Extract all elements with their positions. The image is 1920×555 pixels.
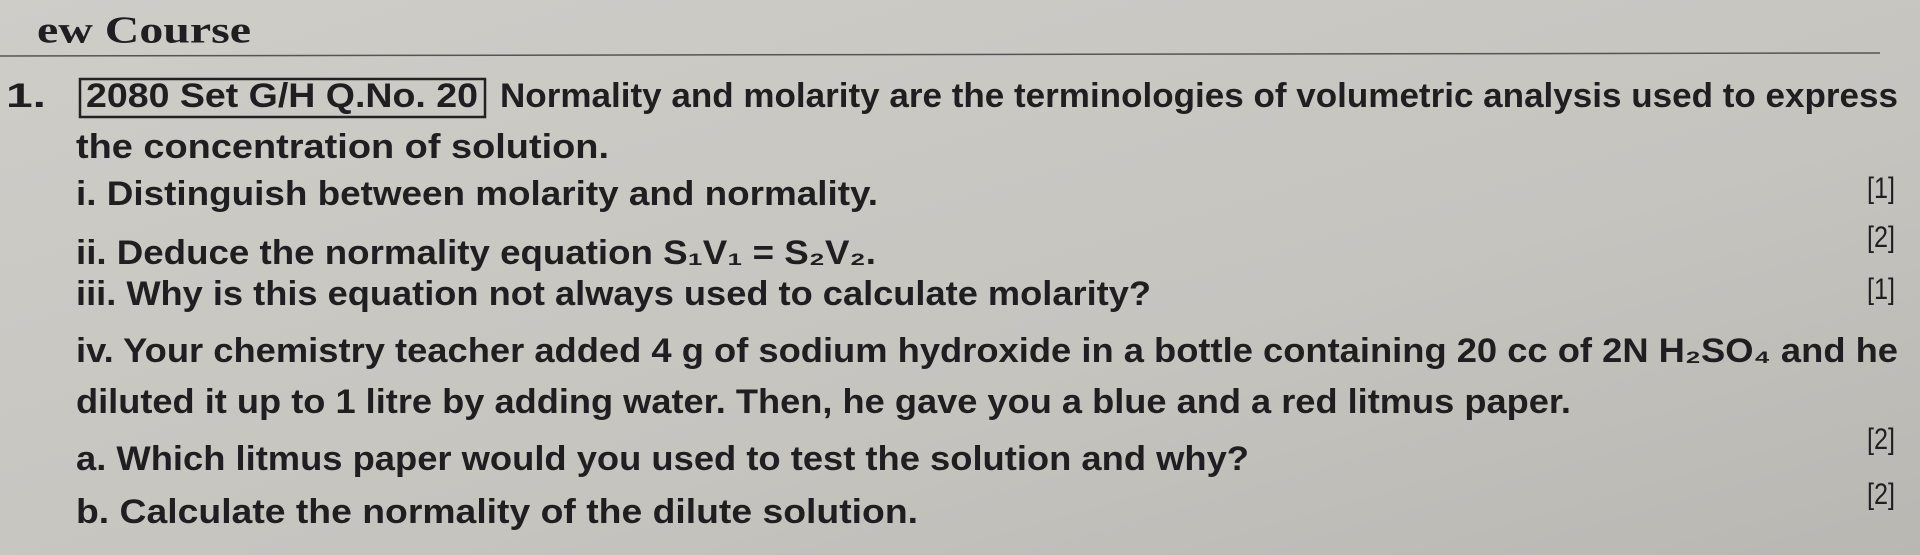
part-line: iv. Your chemistry teacher added 4 g of … (76, 332, 1898, 370)
question-number: 1. (6, 77, 46, 115)
part-line: ii. Deduce the normality equation S₁V₁ =… (76, 234, 876, 272)
stem-line: the concentration of solution. (76, 128, 609, 166)
header-title: ew Course (37, 10, 251, 52)
part-marks: [2] (1867, 423, 1895, 456)
part-line: diluted it up to 1 litre by adding water… (76, 383, 1571, 421)
tag-box (78, 77, 487, 119)
part-marks: [2] (1867, 221, 1895, 254)
part-line: i. Distinguish between molarity and norm… (76, 175, 878, 213)
header-rule (0, 52, 1881, 57)
question-tag: 2080 Set G/H Q.No. 20 (86, 77, 478, 115)
stem-line: Normality and molarity are the terminolo… (500, 77, 1898, 115)
part-line: b. Calculate the normality of the dilute… (76, 493, 918, 531)
part-marks: [1] (1867, 273, 1895, 306)
part-line: iii. Why is this equation not always use… (76, 275, 1151, 313)
question-body: Normality and molarity are the terminolo… (76, 77, 1898, 531)
part-line: a. Which litmus paper would you used to … (76, 440, 1249, 478)
part-marks: [1] (1867, 172, 1895, 205)
part-marks: [2] (1867, 478, 1895, 511)
